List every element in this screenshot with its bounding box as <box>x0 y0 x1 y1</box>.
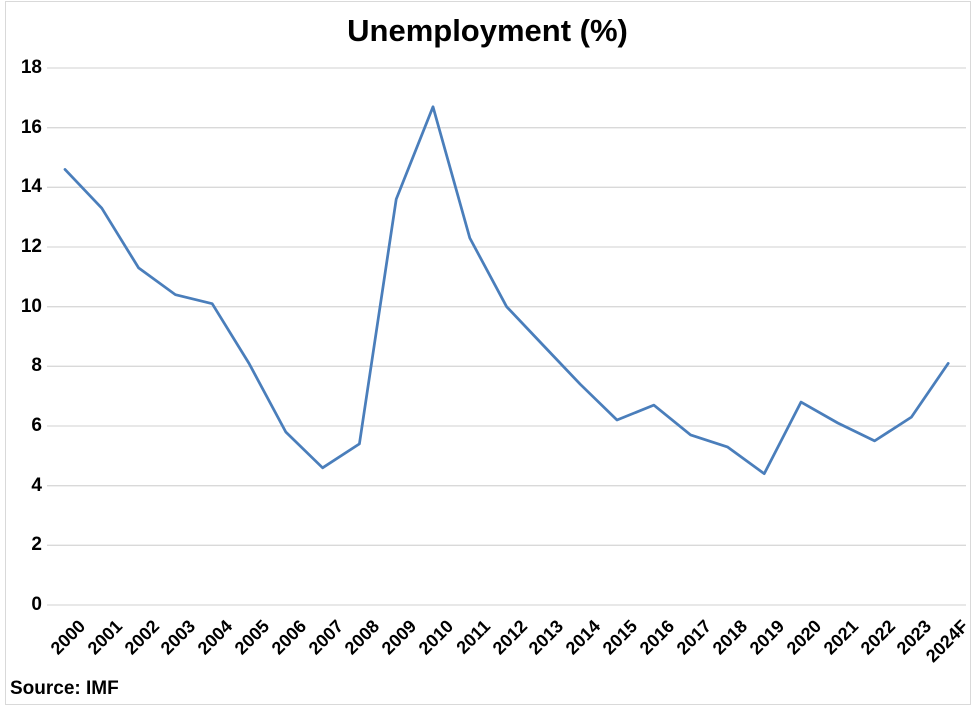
y-axis-tick-label-6: 6 <box>31 415 42 436</box>
y-axis-tick-label-16: 16 <box>20 116 42 138</box>
y-axis-tick-label-12: 12 <box>20 236 42 257</box>
y-axis-tick-label-4: 4 <box>31 474 42 496</box>
chart-title: Unemployment (%) <box>347 13 628 48</box>
y-axis-tick-label-18: 18 <box>20 57 42 78</box>
y-axis-tick-label-10: 10 <box>20 295 42 317</box>
y-axis-tick-label-14: 14 <box>20 176 42 198</box>
y-axis-tick-label-8: 8 <box>31 355 42 377</box>
y-axis: 0 2 4 6 8 10 12 14 16 18 <box>8 0 42 708</box>
x-axis-tick-label-2024F: 2024F <box>738 616 972 666</box>
y-axis-tick-label-2: 2 <box>31 534 42 556</box>
y-axis-tick-label-0: 0 <box>31 594 42 615</box>
source-note: Source: IMF <box>10 678 119 699</box>
x-axis-tick-text: 2024F <box>922 616 973 667</box>
chart-frame <box>5 1 971 705</box>
series-line-unemployment <box>63 105 950 476</box>
